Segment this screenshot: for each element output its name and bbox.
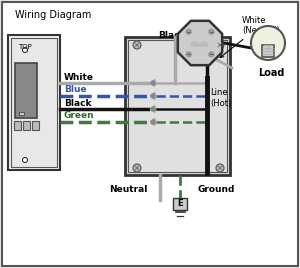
Circle shape — [151, 81, 155, 85]
Text: White
(Neutral): White (Neutral) — [220, 16, 280, 57]
Bar — [128, 40, 227, 172]
Text: Black: Black — [64, 99, 92, 107]
Circle shape — [151, 120, 155, 124]
Text: Load: Load — [258, 68, 284, 78]
Text: E: E — [177, 199, 183, 209]
Circle shape — [22, 47, 28, 53]
Bar — [23, 121, 30, 130]
Text: Black: Black — [158, 31, 218, 44]
Circle shape — [133, 164, 141, 172]
Bar — [15, 63, 37, 118]
Text: Wiring Diagram: Wiring Diagram — [15, 10, 92, 20]
Bar — [14, 121, 21, 130]
Wedge shape — [150, 79, 156, 87]
Wedge shape — [150, 118, 156, 126]
Wedge shape — [150, 92, 156, 100]
Text: Neutral: Neutral — [110, 185, 148, 194]
Text: White: White — [64, 73, 94, 81]
Circle shape — [208, 51, 214, 57]
Wedge shape — [150, 105, 156, 113]
Text: Green: Green — [64, 111, 94, 121]
Bar — [173, 198, 187, 210]
Wedge shape — [200, 42, 208, 46]
Circle shape — [186, 29, 191, 35]
Bar — [8, 35, 60, 170]
Circle shape — [186, 51, 191, 57]
Wedge shape — [191, 42, 199, 46]
Bar — [11, 38, 57, 167]
Circle shape — [133, 41, 141, 49]
Text: Ground: Ground — [198, 185, 236, 194]
Circle shape — [216, 164, 224, 172]
Circle shape — [208, 29, 214, 35]
Circle shape — [151, 107, 155, 111]
Text: Blue: Blue — [64, 85, 87, 95]
Circle shape — [216, 41, 224, 49]
Bar — [19, 112, 24, 115]
Circle shape — [251, 26, 285, 60]
Bar — [125, 37, 230, 175]
Text: Line
(Hot): Line (Hot) — [210, 88, 231, 108]
Circle shape — [22, 158, 28, 162]
Circle shape — [151, 94, 155, 98]
Bar — [262, 45, 274, 57]
Text: TOP: TOP — [18, 44, 32, 50]
Polygon shape — [178, 21, 222, 65]
Bar — [32, 121, 39, 130]
